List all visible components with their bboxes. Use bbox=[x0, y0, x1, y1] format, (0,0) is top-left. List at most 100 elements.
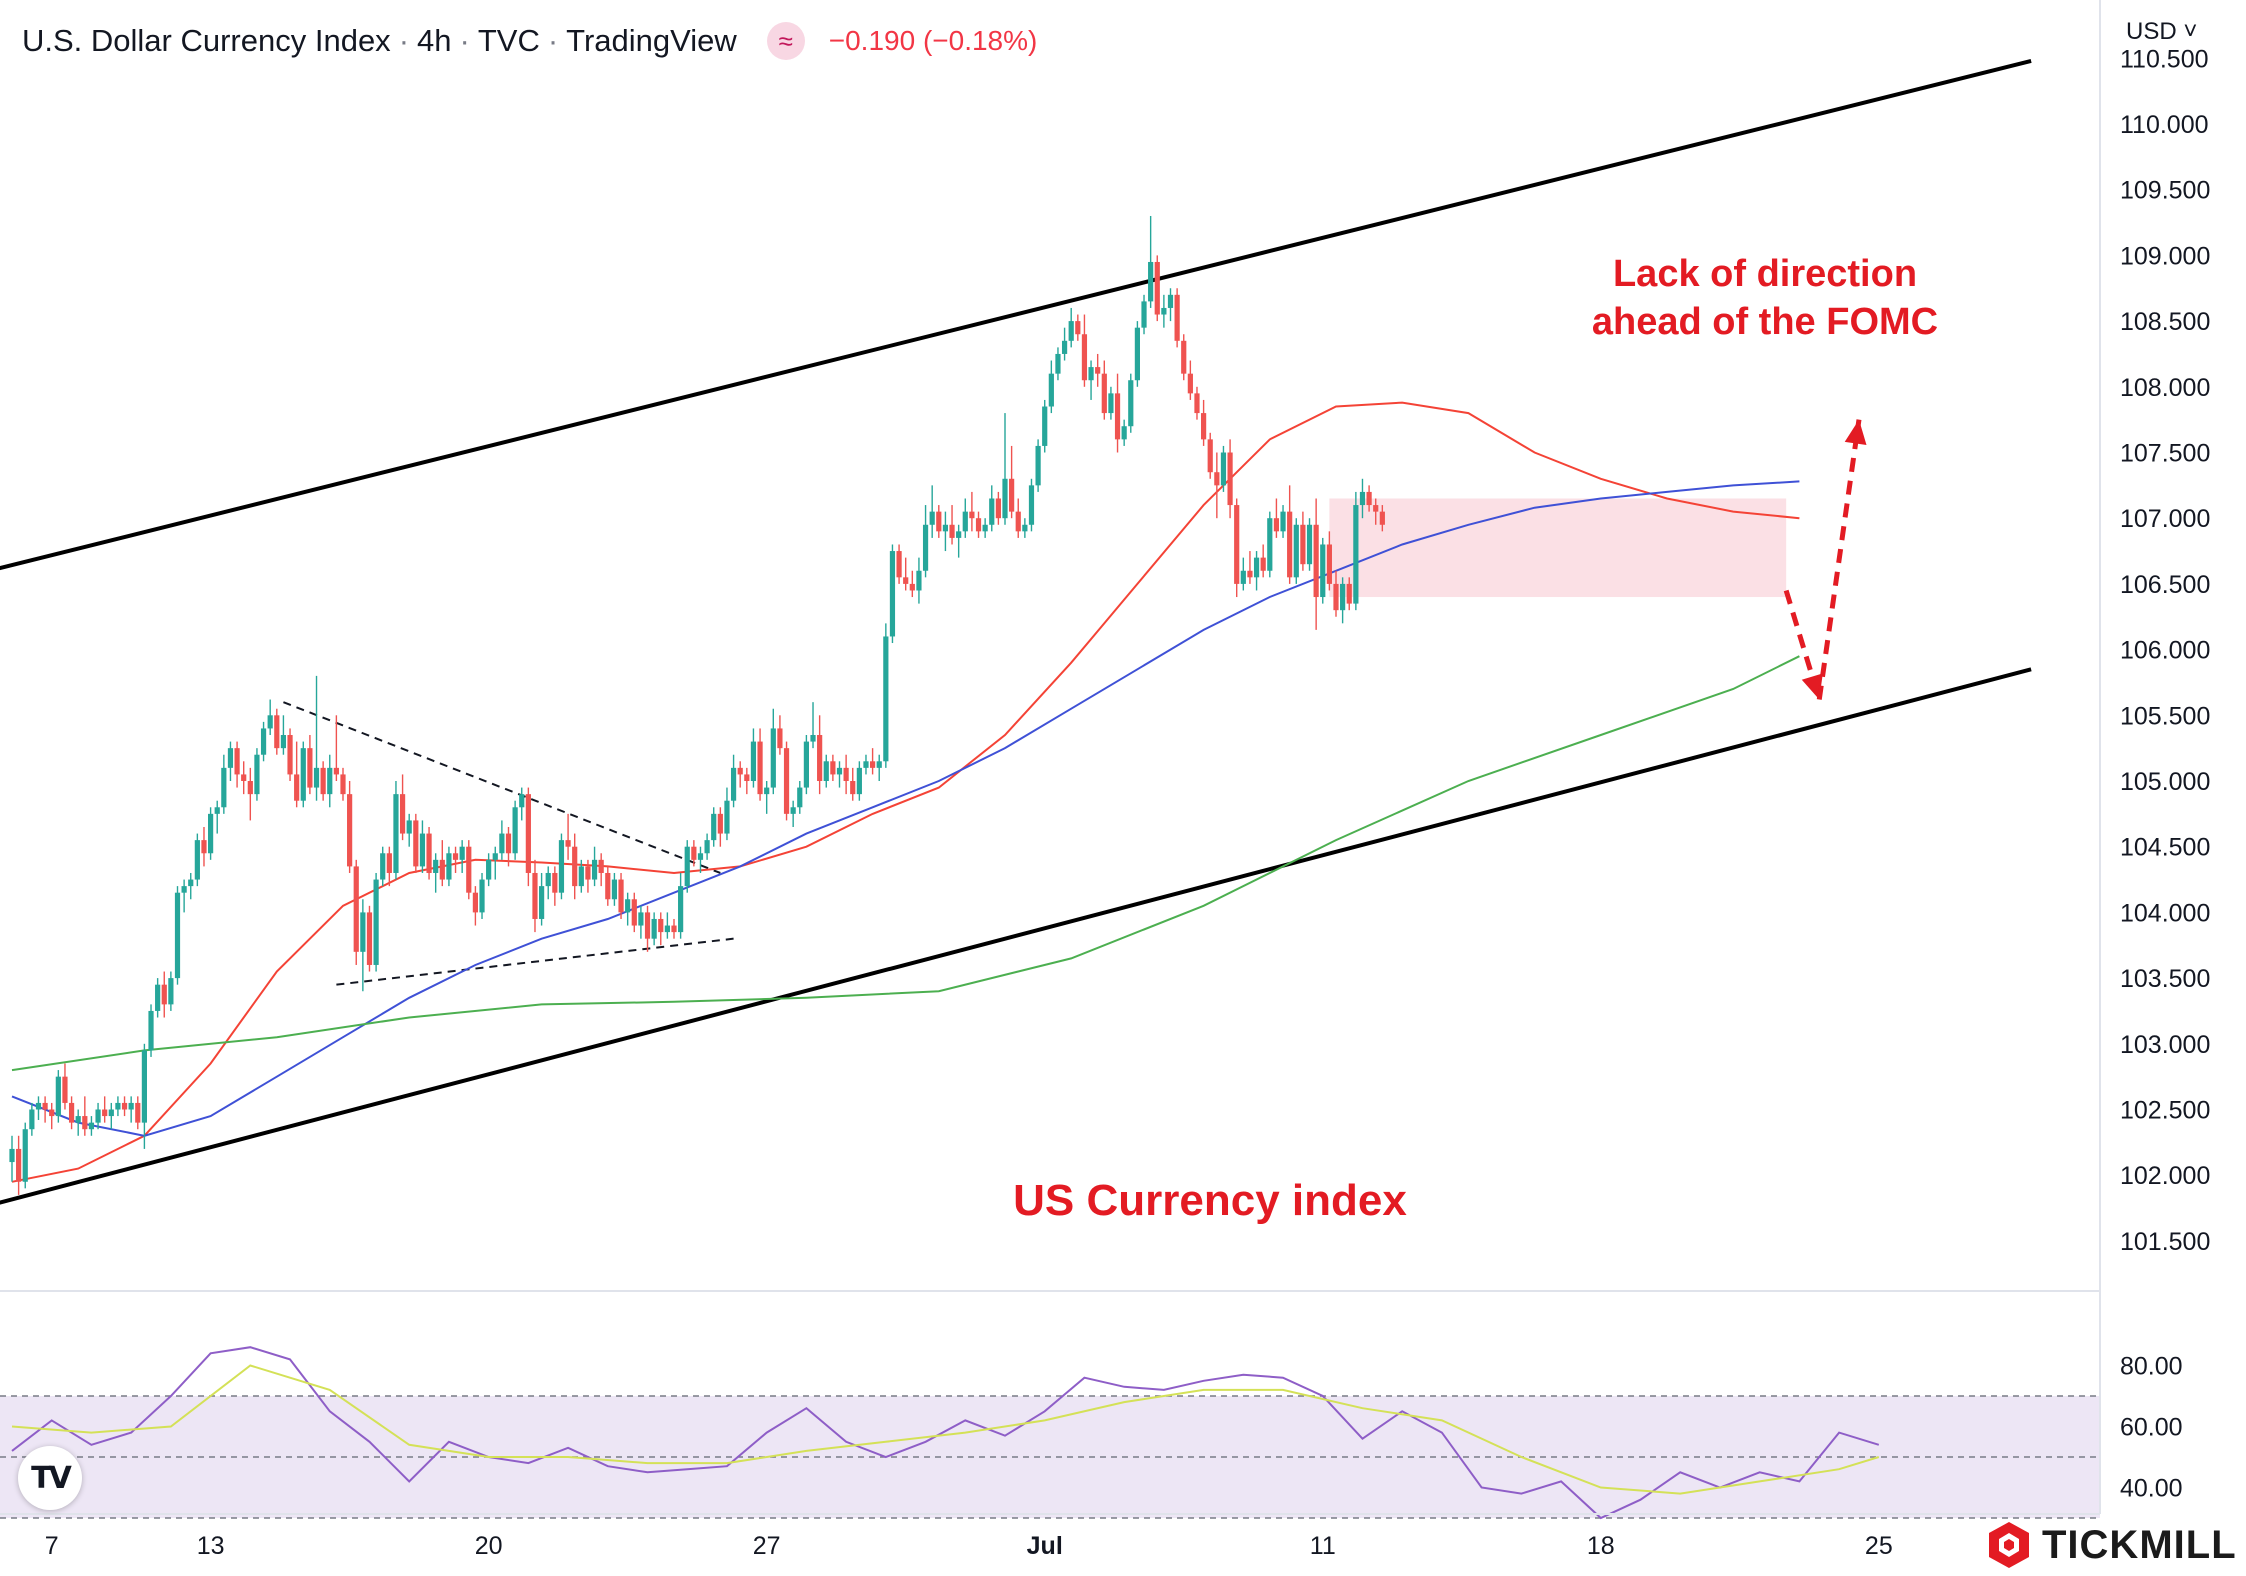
candle[interactable] bbox=[1353, 491, 1359, 611]
candle[interactable] bbox=[115, 1096, 121, 1117]
candle[interactable] bbox=[625, 892, 631, 926]
candle[interactable] bbox=[777, 715, 783, 755]
candle[interactable] bbox=[558, 833, 565, 900]
candle[interactable] bbox=[1161, 294, 1167, 328]
candle[interactable] bbox=[830, 754, 836, 781]
candle[interactable] bbox=[426, 826, 432, 880]
candle[interactable] bbox=[1035, 439, 1041, 492]
candle[interactable] bbox=[1379, 505, 1385, 532]
candle[interactable] bbox=[1293, 518, 1299, 584]
candle[interactable] bbox=[1108, 386, 1114, 420]
candle[interactable] bbox=[552, 866, 558, 906]
candle[interactable] bbox=[1253, 551, 1260, 591]
candle[interactable] bbox=[922, 505, 929, 578]
candle[interactable] bbox=[486, 853, 492, 887]
candle[interactable] bbox=[1068, 307, 1074, 348]
candle[interactable] bbox=[1055, 347, 1061, 381]
candle[interactable] bbox=[1201, 399, 1207, 446]
candle[interactable] bbox=[717, 807, 723, 847]
candle[interactable] bbox=[757, 728, 763, 801]
candle[interactable] bbox=[678, 872, 684, 939]
candle[interactable] bbox=[327, 754, 333, 808]
candle[interactable] bbox=[479, 872, 485, 919]
candle[interactable] bbox=[161, 971, 167, 1018]
candle[interactable] bbox=[1154, 255, 1160, 322]
candle[interactable] bbox=[267, 699, 273, 736]
currency-selector[interactable]: USD ˅ bbox=[2120, 16, 2204, 48]
candle[interactable] bbox=[1015, 498, 1021, 538]
candle[interactable] bbox=[1273, 498, 1280, 538]
candle[interactable] bbox=[141, 1043, 147, 1149]
candle[interactable] bbox=[439, 840, 445, 887]
candle[interactable] bbox=[1366, 485, 1372, 512]
candle[interactable] bbox=[168, 971, 174, 1011]
candle[interactable] bbox=[181, 879, 187, 913]
candle[interactable] bbox=[472, 886, 478, 926]
candle[interactable] bbox=[1313, 498, 1319, 630]
candle[interactable] bbox=[1220, 445, 1227, 492]
candle[interactable] bbox=[658, 912, 664, 946]
candle[interactable] bbox=[1306, 518, 1313, 571]
candle[interactable] bbox=[320, 761, 326, 801]
candle[interactable] bbox=[148, 1004, 154, 1057]
candle[interactable] bbox=[962, 498, 968, 538]
candle[interactable] bbox=[294, 741, 300, 808]
channel-lower-line[interactable] bbox=[0, 667, 2032, 1208]
candle[interactable] bbox=[1247, 551, 1253, 584]
candle[interactable] bbox=[499, 820, 505, 860]
candle[interactable] bbox=[413, 813, 419, 873]
candle[interactable] bbox=[750, 728, 757, 788]
candle[interactable] bbox=[1075, 314, 1081, 341]
candle[interactable] bbox=[227, 741, 234, 781]
candle[interactable] bbox=[1002, 413, 1008, 525]
candle[interactable] bbox=[313, 675, 320, 801]
interval-label[interactable]: 4h bbox=[417, 23, 452, 58]
candle[interactable] bbox=[505, 826, 512, 867]
candle[interactable] bbox=[1148, 215, 1154, 308]
candle[interactable] bbox=[1333, 570, 1339, 617]
candle[interactable] bbox=[651, 912, 657, 946]
candle[interactable] bbox=[1320, 537, 1326, 604]
candle[interactable] bbox=[1194, 386, 1200, 420]
candle[interactable] bbox=[578, 859, 584, 893]
candle[interactable] bbox=[856, 761, 862, 801]
candle[interactable] bbox=[870, 748, 876, 775]
candle[interactable] bbox=[1267, 511, 1273, 578]
candle[interactable] bbox=[512, 800, 518, 860]
candle[interactable] bbox=[260, 721, 267, 762]
candle[interactable] bbox=[35, 1096, 42, 1121]
candle[interactable] bbox=[274, 708, 280, 755]
ma-mid-line[interactable] bbox=[11, 480, 1800, 1137]
candle[interactable] bbox=[393, 781, 399, 880]
candle[interactable] bbox=[585, 859, 591, 893]
candle[interactable] bbox=[545, 866, 551, 900]
candle[interactable] bbox=[1048, 360, 1054, 414]
candle[interactable] bbox=[254, 748, 260, 801]
candle[interactable] bbox=[949, 505, 955, 545]
candle[interactable] bbox=[188, 872, 194, 900]
candle[interactable] bbox=[909, 570, 915, 598]
candle[interactable] bbox=[1088, 360, 1094, 400]
candle[interactable] bbox=[1181, 334, 1187, 381]
candle[interactable] bbox=[664, 912, 670, 939]
candle[interactable] bbox=[638, 905, 644, 939]
candle[interactable] bbox=[287, 728, 293, 781]
candle[interactable] bbox=[565, 813, 571, 860]
candle[interactable] bbox=[380, 846, 386, 887]
market-status-icon[interactable]: ≈ bbox=[766, 22, 805, 60]
candle[interactable] bbox=[975, 511, 982, 538]
candle[interactable] bbox=[174, 886, 181, 985]
candle[interactable] bbox=[1167, 288, 1174, 322]
candle[interactable] bbox=[55, 1070, 61, 1123]
candle[interactable] bbox=[790, 800, 796, 827]
candle[interactable] bbox=[989, 485, 995, 532]
candle[interactable] bbox=[68, 1096, 75, 1130]
candle[interactable] bbox=[1061, 327, 1068, 361]
candle[interactable] bbox=[347, 781, 353, 873]
candle[interactable] bbox=[1326, 531, 1332, 591]
candle[interactable] bbox=[406, 813, 412, 847]
candle[interactable] bbox=[135, 1096, 141, 1130]
rsi-line[interactable] bbox=[11, 1346, 1880, 1520]
candle[interactable] bbox=[896, 544, 902, 584]
